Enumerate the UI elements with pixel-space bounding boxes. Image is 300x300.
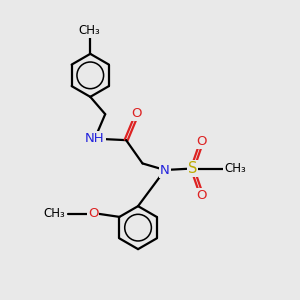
Text: O: O <box>131 107 142 120</box>
Text: N: N <box>160 164 170 176</box>
Text: O: O <box>196 135 207 148</box>
Text: NH: NH <box>85 132 105 145</box>
Text: CH₃: CH₃ <box>44 207 65 220</box>
Text: CH₃: CH₃ <box>224 162 246 175</box>
Text: CH₃: CH₃ <box>79 24 100 37</box>
Text: O: O <box>196 189 207 202</box>
Text: S: S <box>188 161 197 176</box>
Text: O: O <box>88 207 98 220</box>
